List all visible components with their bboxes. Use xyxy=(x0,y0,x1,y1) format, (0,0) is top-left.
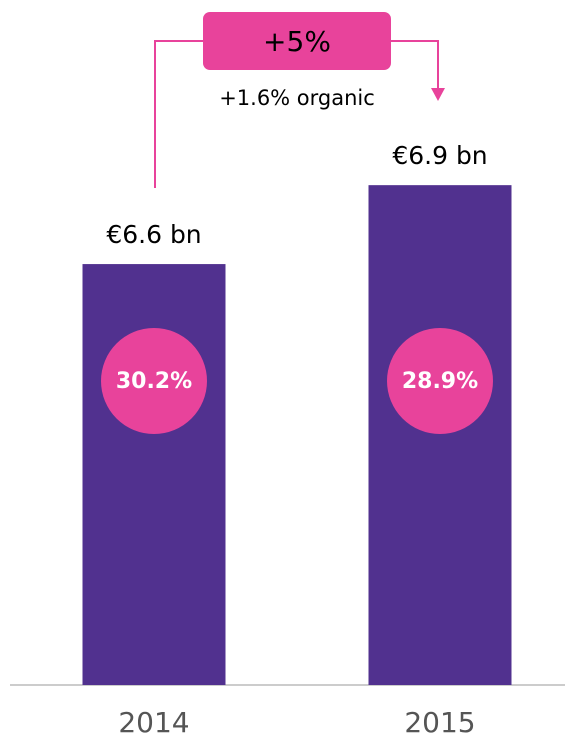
bar xyxy=(368,185,512,685)
annotation-line xyxy=(391,40,439,92)
margin-badge xyxy=(101,328,207,434)
growth-annotation: +5% +1.6% organic xyxy=(154,12,445,188)
margin-badge xyxy=(387,328,493,434)
annotation-arrow xyxy=(431,88,445,101)
annotation-line xyxy=(154,40,203,188)
value-label: €6.9 bn xyxy=(392,141,487,170)
x-tick-label: 2014 xyxy=(118,706,189,739)
annotation-change: +5% xyxy=(263,25,331,58)
margin-label: 28.9% xyxy=(402,369,478,394)
value-label: €6.6 bn xyxy=(106,220,201,249)
margin-label: 30.2% xyxy=(116,369,192,394)
annotation-box xyxy=(203,12,391,70)
annotation-organic: +1.6% organic xyxy=(219,86,375,110)
x-tick-label: 2015 xyxy=(404,706,475,739)
bar xyxy=(82,264,226,685)
